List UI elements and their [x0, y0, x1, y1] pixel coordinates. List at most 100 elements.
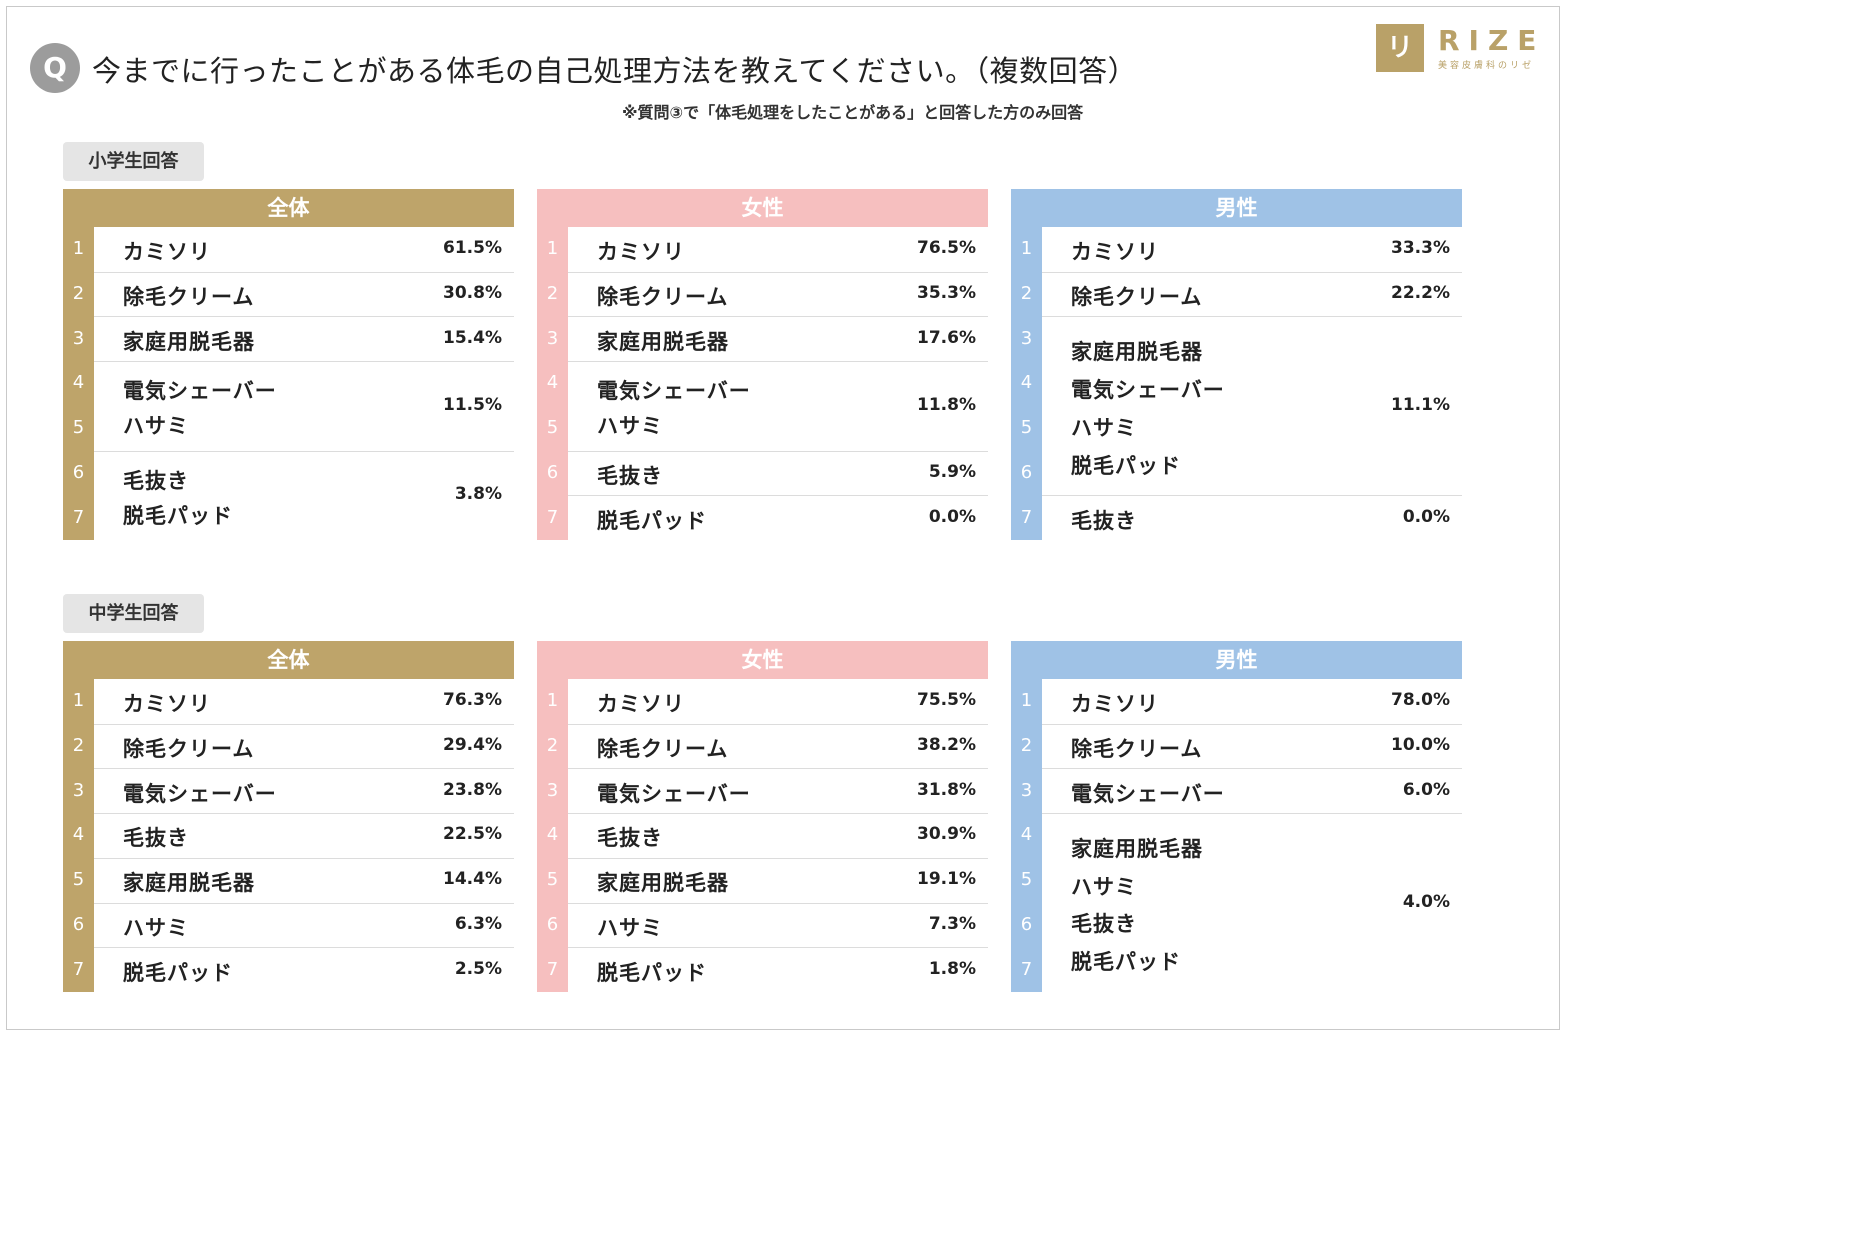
- item-label: 毛抜き: [1071, 912, 1137, 937]
- table-body: 1 2 3 4 5 6 7 カミソリ 76.5% 除毛クリーム 35.3% 家庭用脱毛器 17.6% 電気…: [537, 227, 988, 540]
- rank-number: 6: [546, 461, 559, 483]
- rank-number: 4: [546, 372, 559, 394]
- item-label: カミソリ: [1071, 692, 1159, 717]
- rank-column: [1011, 679, 1042, 992]
- item-label: 電気シェーバー: [123, 781, 277, 806]
- item-label: カミソリ: [123, 240, 211, 265]
- percent-value: 7.3%: [928, 913, 976, 934]
- item-label: 除毛クリーム: [123, 285, 255, 310]
- percent-value: 75.5%: [917, 690, 976, 711]
- rank-number: 4: [1020, 824, 1033, 846]
- item-label: 脱毛パッド: [1071, 950, 1181, 975]
- item-label: 脱毛パッド: [597, 508, 707, 533]
- row-divider: [94, 947, 514, 949]
- percent-value: 1.8%: [928, 958, 976, 979]
- table-body: 1 2 3 4 5 6 7 カミソリ 61.5% 除毛クリーム 30.8% 家庭用脱毛器 15.4% 電気…: [63, 227, 514, 540]
- table-header: 女性: [537, 189, 988, 227]
- row-divider: [568, 361, 988, 363]
- rank-column: [1011, 227, 1042, 540]
- rank-number: 7: [1020, 958, 1033, 980]
- table-elementary-male: 男性 1 2 3 4 5 6 7 カミソリ 33.3% 除毛クリーム 22.2% 家庭用脱毛器 電気シェー…: [1011, 189, 1462, 540]
- item-label: 電気シェーバー: [1071, 781, 1225, 806]
- table-elementary-female: 女性 1 2 3 4 5 6 7 カミソリ 76.5% 除毛クリーム 35.3% 家庭用脱毛器 17.6%…: [537, 189, 988, 540]
- table-body: 1 2 3 4 5 6 7 カミソリ 33.3% 除毛クリーム 22.2% 家庭用脱毛器 電気シェーバー…: [1011, 227, 1462, 540]
- percent-value: 78.0%: [1391, 690, 1450, 711]
- percent-value: 10.0%: [1391, 735, 1450, 756]
- item-label: 電気シェーバー: [1071, 377, 1225, 402]
- rank-number: 2: [72, 283, 85, 305]
- table-body: 1 2 3 4 5 6 7 カミソリ 75.5% 除毛クリーム 38.2% 電気シェーバー 31.8% 毛…: [537, 679, 988, 992]
- rank-number: 3: [72, 779, 85, 801]
- percent-value: 6.0%: [1402, 779, 1450, 800]
- row-divider: [568, 723, 988, 725]
- table-elementary-all: 全体 1 2 3 4 5 6 7 カミソリ 61.5% 除毛クリーム 30.8% 家庭用脱毛器 15.4%…: [63, 189, 514, 540]
- table-header: 全体: [63, 189, 514, 227]
- rank-number: 1: [1020, 238, 1033, 260]
- table-junior-high-male: 男性 1 2 3 4 5 6 7 カミソリ 78.0% 除毛クリーム 10.0% 電気シェーバー 6.0%…: [1011, 641, 1462, 992]
- percent-value: 22.5%: [443, 824, 502, 845]
- percent-value: 17.6%: [917, 327, 976, 348]
- row-divider: [568, 947, 988, 949]
- rank-number: 1: [546, 690, 559, 712]
- row-divider: [94, 271, 514, 273]
- item-label: 脱毛パッド: [123, 960, 233, 985]
- rank-number: 5: [546, 869, 559, 891]
- percent-value: 0.0%: [1402, 506, 1450, 527]
- rank-number: 1: [72, 690, 85, 712]
- row-divider: [1042, 495, 1462, 497]
- item-label: 家庭用脱毛器: [123, 871, 255, 896]
- rank-number: 2: [1020, 283, 1033, 305]
- row-divider: [94, 316, 514, 318]
- rank-number: 3: [1020, 327, 1033, 349]
- rank-number: 1: [72, 238, 85, 260]
- item-label: ハサミ: [123, 915, 189, 940]
- item-label: 除毛クリーム: [1071, 737, 1203, 762]
- rank-number: 6: [546, 913, 559, 935]
- row-divider: [94, 768, 514, 770]
- item-label: 毛抜き: [123, 826, 189, 851]
- table-junior-high-female: 女性 1 2 3 4 5 6 7 カミソリ 75.5% 除毛クリーム 38.2% 電気シェーバー 31.8…: [537, 641, 988, 992]
- percent-value: 15.4%: [443, 327, 502, 348]
- item-label: カミソリ: [1071, 240, 1159, 265]
- rank-number: 3: [1020, 779, 1033, 801]
- item-label: 除毛クリーム: [597, 285, 729, 310]
- rank-number: 7: [1020, 506, 1033, 528]
- row-divider: [1042, 768, 1462, 770]
- item-label: ハサミ: [1071, 415, 1137, 440]
- percent-value: 5.9%: [928, 461, 976, 482]
- rank-number: 6: [72, 913, 85, 935]
- rank-number: 7: [546, 506, 559, 528]
- percent-value: 11.1%: [1391, 394, 1450, 415]
- row-divider: [568, 902, 988, 904]
- question-note: ※質問③で「体毛処理をしたことがある」と回答した方のみ回答: [622, 103, 1084, 122]
- percent-value: 33.3%: [1391, 238, 1450, 259]
- percent-value: 61.5%: [443, 238, 502, 259]
- row-divider: [568, 271, 988, 273]
- rank-number: 7: [546, 958, 559, 980]
- rank-number: 7: [72, 506, 85, 528]
- logo-name: RIZE: [1438, 24, 1546, 57]
- row-divider: [568, 768, 988, 770]
- percent-value: 6.3%: [454, 913, 502, 934]
- row-divider: [94, 723, 514, 725]
- item-label: 脱毛パッド: [597, 960, 707, 985]
- rank-number: 5: [546, 417, 559, 439]
- rank-number: 3: [546, 779, 559, 801]
- row-divider: [1042, 271, 1462, 273]
- percent-value: 11.8%: [917, 394, 976, 415]
- item-label: 毛抜き: [1071, 508, 1137, 533]
- rank-number: 4: [546, 824, 559, 846]
- row-divider: [94, 857, 514, 859]
- item-label: 毛抜き: [123, 468, 189, 493]
- item-label: 除毛クリーム: [1071, 285, 1203, 310]
- row-divider: [94, 361, 514, 363]
- percent-value: 30.8%: [443, 283, 502, 304]
- item-label: ハサミ: [1071, 874, 1137, 899]
- percent-value: 11.5%: [443, 394, 502, 415]
- rank-number: 3: [546, 327, 559, 349]
- table-header: 男性: [1011, 641, 1462, 679]
- page-frame: [6, 6, 1560, 1030]
- rank-number: 4: [1020, 372, 1033, 394]
- item-label: 電気シェーバー: [597, 781, 751, 806]
- item-label: 脱毛パッド: [123, 503, 233, 528]
